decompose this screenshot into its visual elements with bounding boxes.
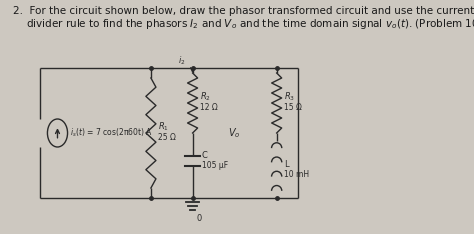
Text: $R_2$: $R_2$ (200, 91, 211, 103)
Text: $i_2$: $i_2$ (178, 55, 185, 67)
Text: $i_s(t)$ = 7 cos(2π60t) A: $i_s(t)$ = 7 cos(2π60t) A (70, 127, 153, 139)
Text: 25 Ω: 25 Ω (158, 134, 176, 143)
Text: 105 μF: 105 μF (202, 161, 228, 170)
Text: C: C (202, 151, 208, 160)
Text: 10 mH: 10 mH (284, 170, 309, 179)
Text: L: L (284, 160, 289, 169)
Text: $R_3$: $R_3$ (284, 91, 295, 103)
Text: 0: 0 (196, 214, 201, 223)
Text: 12 Ω: 12 Ω (200, 103, 218, 113)
Text: divider rule to find the phasors $I_2$ and $V_o$ and the time domain signal $v_o: divider rule to find the phasors $I_2$ a… (13, 17, 474, 31)
Text: 2.  For the circuit shown below, draw the phasor transformed circuit and use the: 2. For the circuit shown below, draw the… (13, 6, 474, 16)
Text: $V_o$: $V_o$ (228, 126, 241, 140)
Text: $R_1$: $R_1$ (158, 121, 169, 133)
Text: 15 Ω: 15 Ω (284, 103, 302, 113)
